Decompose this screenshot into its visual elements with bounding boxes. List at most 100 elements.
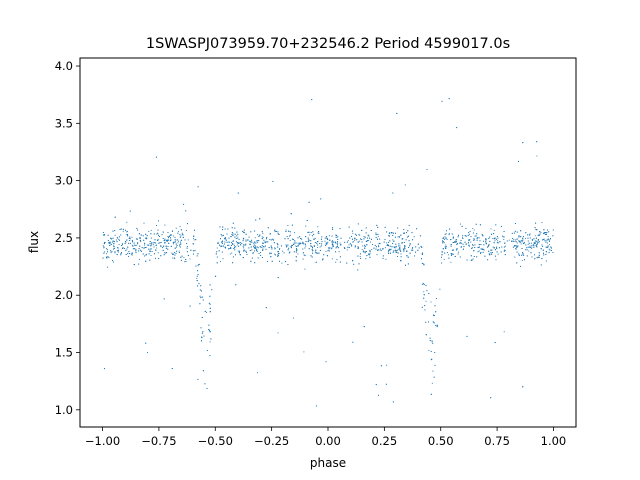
data-point (261, 231, 263, 233)
data-point (295, 260, 297, 262)
data-point (459, 223, 462, 225)
data-point (403, 228, 405, 231)
data-point (513, 238, 515, 241)
data-point (116, 237, 118, 239)
data-point (383, 241, 385, 243)
data-point (357, 241, 359, 243)
data-point (448, 257, 450, 259)
data-point (228, 241, 230, 243)
data-point (118, 244, 120, 246)
data-point (351, 244, 353, 246)
data-point (232, 240, 234, 242)
data-point (348, 226, 350, 228)
data-point (417, 249, 419, 251)
data-point (489, 254, 491, 256)
data-point (375, 234, 377, 236)
data-point (221, 235, 223, 237)
x-tick-label: 1.00 (541, 434, 567, 448)
data-point (326, 255, 328, 257)
data-point (302, 241, 304, 243)
data-point (497, 240, 499, 242)
data-point (129, 239, 131, 242)
data-point (311, 235, 313, 237)
data-point (296, 245, 298, 248)
data-point (308, 201, 310, 203)
data-point (393, 240, 395, 242)
data-point (163, 254, 165, 256)
x-tick-label: 0.50 (428, 434, 454, 448)
data-point (518, 241, 520, 243)
data-point (392, 232, 394, 234)
data-point (196, 275, 198, 277)
data-point (522, 142, 524, 144)
data-point (120, 228, 122, 230)
data-point (114, 234, 116, 236)
data-point (494, 255, 497, 257)
data-point (180, 256, 182, 258)
data-point (546, 232, 548, 234)
data-point (242, 240, 244, 242)
data-point (466, 259, 468, 261)
data-point (237, 242, 239, 244)
data-point (232, 222, 234, 224)
data-point (321, 241, 323, 243)
data-point (313, 238, 315, 240)
data-point (262, 236, 264, 238)
data-point (490, 252, 492, 254)
data-point (476, 237, 478, 239)
data-point (178, 230, 180, 232)
data-point (538, 256, 540, 258)
data-point (443, 242, 445, 244)
data-point (370, 238, 373, 240)
data-point (450, 239, 452, 241)
data-point (243, 231, 245, 233)
data-point (536, 257, 538, 259)
data-point (127, 235, 129, 237)
data-point (538, 254, 540, 256)
data-point (324, 237, 326, 239)
data-point (336, 236, 338, 238)
data-point (405, 232, 408, 234)
data-point (548, 239, 550, 241)
data-point (400, 250, 402, 252)
data-point (527, 240, 529, 242)
data-point (241, 242, 243, 244)
data-point (369, 256, 371, 258)
data-point (480, 248, 482, 250)
data-point (162, 247, 164, 249)
data-point (539, 231, 541, 233)
data-point (352, 341, 354, 343)
data-point (126, 234, 129, 236)
data-point (197, 378, 199, 380)
data-point (411, 232, 413, 234)
data-point (451, 253, 453, 255)
data-point (353, 263, 355, 265)
data-point (528, 242, 530, 244)
data-point (143, 222, 145, 224)
data-point (242, 246, 244, 248)
data-point (441, 254, 443, 256)
data-point (131, 244, 133, 246)
data-point (272, 180, 274, 182)
data-point (359, 255, 361, 258)
data-point (243, 237, 245, 239)
data-point (522, 251, 524, 254)
data-point (339, 256, 341, 258)
data-point (441, 251, 443, 253)
data-point (435, 297, 437, 300)
data-point (189, 258, 191, 260)
data-point (137, 242, 139, 244)
data-point (417, 243, 419, 245)
data-point (442, 238, 444, 240)
data-point (277, 231, 279, 233)
data-point (272, 238, 274, 240)
data-point (541, 222, 543, 224)
data-point (254, 237, 256, 239)
data-point (202, 299, 204, 301)
data-point (294, 240, 296, 242)
data-point (252, 252, 254, 255)
data-point (401, 242, 404, 244)
data-point (228, 247, 230, 250)
data-point (209, 303, 211, 305)
data-point (210, 338, 212, 340)
